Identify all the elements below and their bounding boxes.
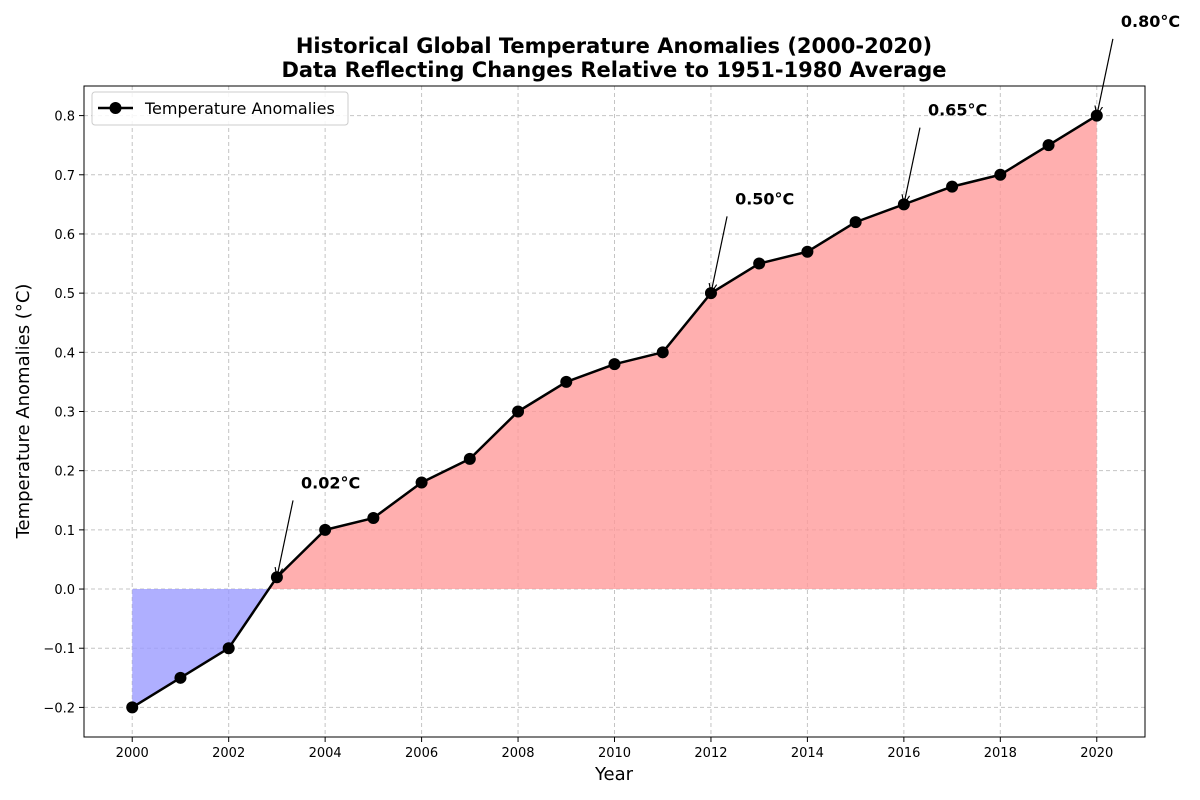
x-tick-label: 2020 [1080,746,1113,761]
x-tick-label: 2010 [598,746,631,761]
x-tick-label: 2006 [405,746,438,761]
annotation-arrow [1097,38,1114,116]
annotation-label: 0.65°C [928,101,987,120]
x-tick-label: 2018 [984,746,1017,761]
negative-anomaly-fill [132,589,269,708]
data-point [319,523,332,536]
legend-box [91,91,349,126]
y-tick-label: 0.2 [54,465,75,480]
x-tick-label: 2002 [212,746,245,761]
data-point [174,671,187,684]
x-axis-label: Year [594,764,634,785]
chart-title-line2: Data Reflecting Changes Relative to 1951… [281,58,946,82]
annotation-label: 0.50°C [735,189,794,208]
annotation-arrow [904,127,921,205]
y-tick-label: 0.3 [54,406,75,421]
x-tick-label: 2000 [116,746,149,761]
y-axis-label: Temperature Anomalies (°C) [13,284,34,540]
data-point [126,701,139,714]
data-point [367,512,380,525]
annotation-arrow [711,216,728,293]
data-point [415,476,428,489]
legend: Temperature Anomalies [91,91,349,126]
y-tick-label: −0.1 [43,642,75,657]
y-tick-label: 0.0 [54,583,75,598]
y-tick-label: 0.7 [54,169,75,184]
y-tick-label: 0.6 [54,228,75,243]
y-tick-label: 0.4 [54,346,75,361]
chart-title-line1: Historical Global Temperature Anomalies … [296,34,932,58]
legend-label: Temperature Anomalies [144,99,335,118]
data-point [994,168,1007,181]
series-line-group [126,109,1103,714]
annotations: 0.02°C 0.50°C 0.65°C 0.80°C [277,12,1180,577]
data-point [608,358,621,371]
y-ticks: −0.2 −0.1 0.0 0.1 0.2 0.3 0.4 0.5 0.6 0.7 0.8 [43,110,84,716]
data-point [1042,139,1055,152]
legend-marker-swatch [109,102,122,114]
data-point [801,245,814,258]
data-point [560,375,573,388]
y-tick-label: −0.2 [43,701,75,716]
y-tick-label: 0.8 [54,110,75,125]
data-point [512,405,525,418]
annotation-label: 0.80°C [1121,12,1180,31]
data-point [222,642,235,655]
data-point [463,452,476,465]
area-fills [132,115,1097,708]
x-tick-label: 2012 [694,746,727,761]
data-point [946,180,959,193]
data-point [753,257,766,270]
x-tick-label: 2016 [887,746,920,761]
annotation-arrow [277,500,294,577]
x-tick-label: 2008 [501,746,534,761]
y-tick-label: 0.5 [54,287,75,302]
y-tick-label: 0.1 [54,524,75,539]
annotation-label: 0.02°C [301,473,360,492]
x-ticks: 2000 2002 2004 2006 2008 2010 2012 2014 2016 2018… [116,737,1113,761]
x-tick-label: 2014 [791,746,824,761]
x-tick-label: 2004 [309,746,342,761]
positive-anomaly-fill [268,115,1097,590]
data-point [656,346,669,359]
data-point [849,216,862,229]
